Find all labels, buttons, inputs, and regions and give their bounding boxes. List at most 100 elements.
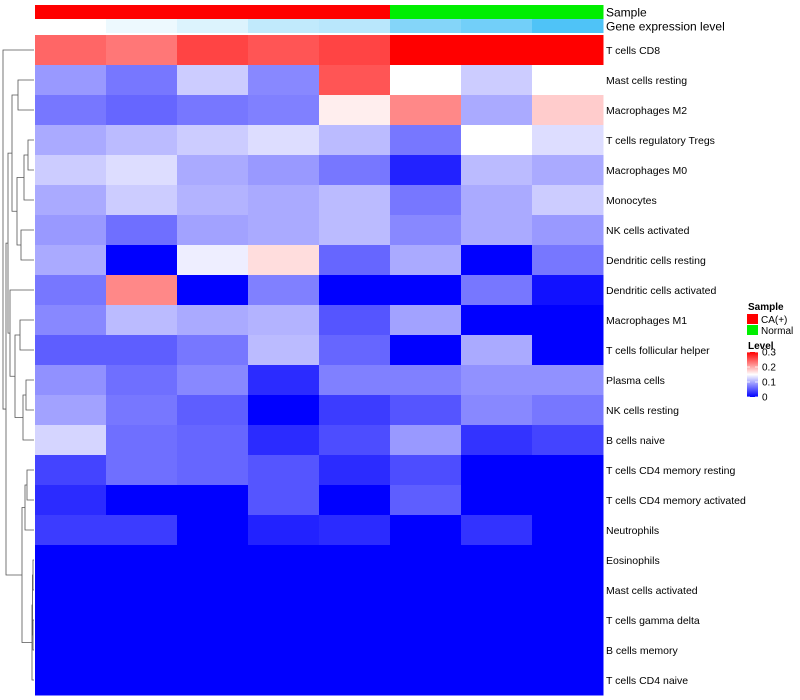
heatmap-cell bbox=[319, 485, 391, 516]
heatmap-cell bbox=[106, 665, 178, 696]
heatmap-cell bbox=[35, 35, 107, 66]
annotation-bars bbox=[35, 5, 604, 33]
sample-annotation-cell bbox=[35, 5, 107, 19]
heatmap-cell bbox=[461, 95, 533, 126]
heatmap-cell bbox=[532, 125, 604, 156]
heatmap-cell bbox=[319, 425, 391, 456]
heatmap-cell bbox=[461, 335, 533, 366]
heatmap-cell bbox=[390, 395, 462, 426]
heatmap-cell bbox=[106, 425, 178, 456]
heatmap-cell bbox=[532, 635, 604, 666]
heatmap-cell bbox=[532, 65, 604, 96]
heatmap-cell bbox=[248, 395, 320, 426]
heatmap-cell bbox=[390, 155, 462, 186]
legend-level-tick-label: 0 bbox=[762, 393, 768, 404]
heatmap-cell bbox=[248, 335, 320, 366]
heatmap-cell bbox=[177, 515, 249, 546]
heatmap-cell bbox=[248, 155, 320, 186]
heatmap-cell bbox=[106, 575, 178, 606]
heatmap-cell bbox=[532, 545, 604, 576]
heatmap-cell bbox=[390, 515, 462, 546]
heatmap-cell bbox=[106, 245, 178, 276]
heatmap-cell bbox=[319, 275, 391, 306]
heatmap-cell bbox=[248, 665, 320, 696]
heatmap-cell bbox=[319, 545, 391, 576]
dendrogram-branch bbox=[9, 289, 34, 377]
heatmap-cell bbox=[390, 665, 462, 696]
heatmap-cell bbox=[532, 335, 604, 366]
heatmap-cell bbox=[106, 395, 178, 426]
dendrogram-branch bbox=[21, 507, 32, 643]
heatmap-cell bbox=[35, 425, 107, 456]
heatmap-cell bbox=[461, 275, 533, 306]
row-label: T cells regulatory Tregs bbox=[606, 135, 715, 147]
heatmap-cell bbox=[319, 215, 391, 246]
legend-level-colorbar bbox=[747, 352, 758, 397]
heatmap-cell bbox=[106, 185, 178, 216]
heatmap-cell bbox=[461, 665, 533, 696]
heatmap-cell bbox=[319, 155, 391, 186]
heatmap-cell bbox=[177, 65, 249, 96]
row-label: T cells CD4 naive bbox=[606, 675, 688, 687]
heatmap-cell bbox=[532, 485, 604, 516]
heatmap-cell bbox=[319, 125, 391, 156]
heatmap-cell bbox=[35, 545, 107, 576]
heatmap-cell bbox=[461, 395, 533, 426]
heatmap-cell bbox=[532, 215, 604, 246]
heatmap-cell bbox=[319, 515, 391, 546]
heatmap-cell bbox=[390, 125, 462, 156]
sample-annotation-cell bbox=[177, 5, 249, 19]
sample-annotation-cell bbox=[248, 5, 320, 19]
row-dendrogram bbox=[2, 49, 34, 681]
dendrogram-branch bbox=[27, 139, 34, 171]
heatmap-cell bbox=[461, 455, 533, 486]
heatmap-cell bbox=[248, 575, 320, 606]
heatmap-cell bbox=[106, 155, 178, 186]
heatmap-cell bbox=[532, 245, 604, 276]
heatmap-cell bbox=[177, 95, 249, 126]
legend-sample-swatch bbox=[747, 325, 758, 335]
heatmap-cell bbox=[106, 275, 178, 306]
heatmap-cell bbox=[390, 275, 462, 306]
heatmap-cell bbox=[461, 245, 533, 276]
heatmap-cell bbox=[35, 275, 107, 306]
heatmap-cell bbox=[35, 665, 107, 696]
heatmap-cell bbox=[532, 455, 604, 486]
heatmap-cell bbox=[532, 665, 604, 696]
sample-annotation-cell bbox=[106, 5, 178, 19]
heatmap-cell bbox=[461, 305, 533, 336]
row-label: Mast cells resting bbox=[606, 75, 687, 87]
heatmap-cell bbox=[177, 185, 249, 216]
gene-expression-annotation-cell bbox=[35, 19, 107, 33]
gene-expression-annotation-cell bbox=[106, 19, 178, 33]
dendrogram-branch bbox=[24, 484, 34, 531]
dendrogram-branch bbox=[23, 154, 34, 201]
heatmap-cell bbox=[461, 485, 533, 516]
heatmap-cell bbox=[461, 515, 533, 546]
row-label: Macrophages M2 bbox=[606, 105, 687, 117]
heatmap-cell bbox=[390, 95, 462, 126]
heatmap-cell bbox=[319, 395, 391, 426]
dendrogram-branch bbox=[22, 394, 34, 441]
heatmap-cell bbox=[35, 215, 107, 246]
heatmap-cell bbox=[390, 35, 462, 66]
heatmap-cell bbox=[177, 335, 249, 366]
row-label: NK cells resting bbox=[606, 405, 679, 417]
heatmap-cell bbox=[532, 95, 604, 126]
row-label: Dendritic cells resting bbox=[606, 255, 706, 267]
heatmap-cell bbox=[319, 185, 391, 216]
dendrogram-branch bbox=[25, 379, 34, 411]
row-labels: T cells CD8 Mast cells resting Macrophages… bbox=[606, 45, 746, 687]
heatmap-cell bbox=[532, 305, 604, 336]
row-label: Macrophages M0 bbox=[606, 165, 687, 177]
heatmap-cell bbox=[461, 575, 533, 606]
heatmap-cell bbox=[319, 665, 391, 696]
gene-expression-annotation-cell bbox=[461, 19, 533, 33]
heatmap-cell bbox=[532, 395, 604, 426]
gene-expression-annotation-cell bbox=[248, 19, 320, 33]
heatmap-cell bbox=[177, 455, 249, 486]
row-label: T cells CD4 memory resting bbox=[606, 465, 735, 477]
heatmap-cell bbox=[106, 65, 178, 96]
row-label: NK cells activated bbox=[606, 225, 690, 237]
